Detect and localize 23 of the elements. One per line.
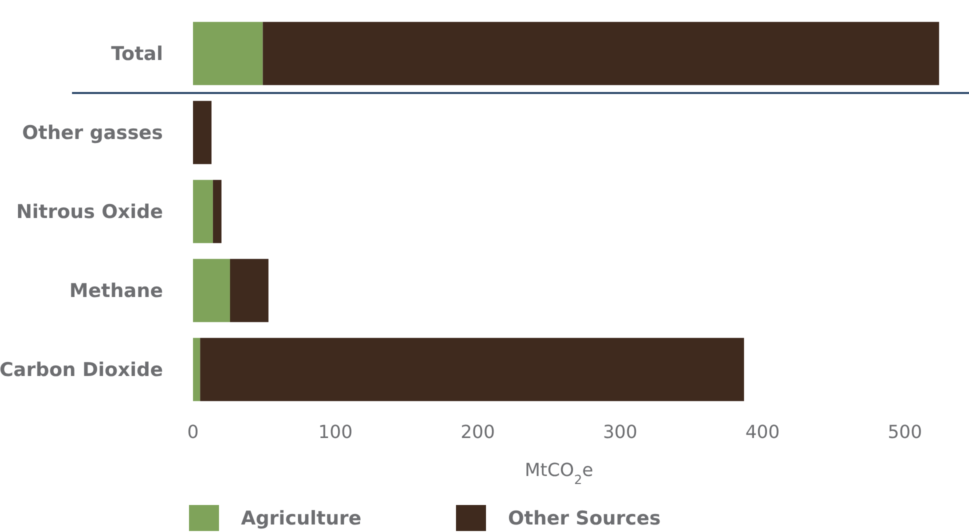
x-tick-label: 500 [888,422,922,443]
x-tick-label: 300 [602,422,638,443]
y-tick-label: Carbon Dioxide [0,359,163,382]
y-tick-label: Total [111,43,163,66]
bar [230,258,268,322]
bar [193,258,230,322]
y-tick-label: Methane [69,280,163,302]
y-tick-label: Nitrous Oxide [16,201,163,224]
bar [193,100,212,164]
bar [193,180,213,244]
legend-label: Agriculture [241,508,362,530]
x-tick-label: 0 [187,422,199,443]
bar [200,338,744,402]
bar [262,22,940,86]
x-tick-label: 100 [318,422,353,443]
y-tick-label: Other gasses [22,122,163,144]
bar [193,338,200,402]
x-tick-label: 400 [745,422,780,443]
bar [193,22,263,86]
x-tick-label: 200 [460,422,495,443]
legend-label: Other Sources [508,508,661,530]
bar [212,180,222,244]
x-axis-title: MtCO$_{2}$e [524,460,594,486]
